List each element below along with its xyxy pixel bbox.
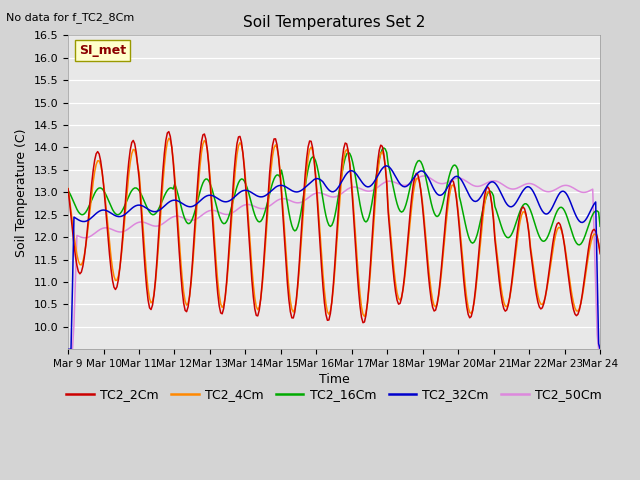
Text: SI_met: SI_met: [79, 44, 126, 57]
X-axis label: Time: Time: [319, 373, 349, 386]
Text: No data for f_TC2_8Cm: No data for f_TC2_8Cm: [6, 12, 134, 23]
Y-axis label: Soil Temperature (C): Soil Temperature (C): [15, 128, 28, 257]
Title: Soil Temperatures Set 2: Soil Temperatures Set 2: [243, 15, 425, 30]
Legend: TC2_2Cm, TC2_4Cm, TC2_16Cm, TC2_32Cm, TC2_50Cm: TC2_2Cm, TC2_4Cm, TC2_16Cm, TC2_32Cm, TC…: [61, 383, 607, 406]
